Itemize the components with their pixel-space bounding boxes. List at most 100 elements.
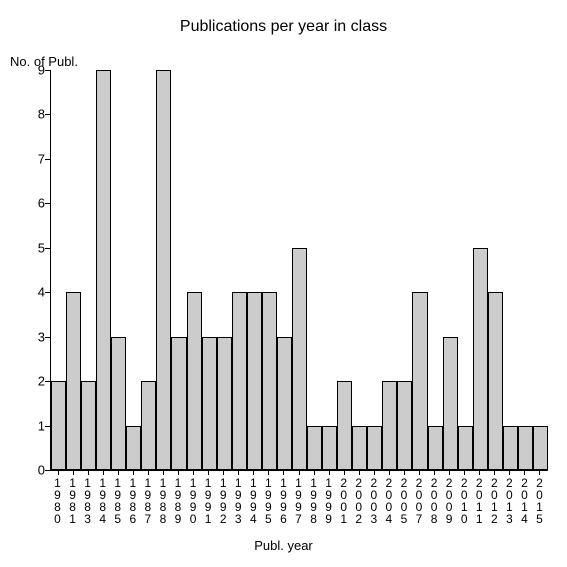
x-tick-label: 1992 [217, 476, 229, 524]
x-tick-mark [374, 470, 375, 475]
x-tick-label: 1998 [308, 476, 320, 524]
x-tick-mark [148, 470, 149, 475]
bar [292, 248, 307, 470]
x-tick-mark [73, 470, 74, 475]
x-tick-mark [344, 470, 345, 475]
bar [503, 426, 518, 470]
bar [443, 337, 458, 470]
bar [307, 426, 322, 470]
bar [81, 381, 96, 470]
x-tick-label: 1991 [202, 476, 214, 524]
x-tick-mark [223, 470, 224, 475]
x-tick-mark [404, 470, 405, 475]
chart-container: Publications per year in class No. of Pu… [0, 0, 567, 567]
x-tick-label: 2004 [383, 476, 395, 524]
bar [156, 70, 171, 470]
y-tick-mark [45, 203, 50, 204]
bar [533, 426, 548, 470]
x-tick-mark [464, 470, 465, 475]
x-tick-mark [479, 470, 480, 475]
bar [458, 426, 473, 470]
y-tick-label: 5 [38, 240, 45, 255]
bar [51, 381, 66, 470]
bar [428, 426, 443, 470]
bar [322, 426, 337, 470]
y-tick-mark [45, 292, 50, 293]
y-tick-mark [45, 470, 50, 471]
bar [66, 292, 81, 470]
x-tick-mark [539, 470, 540, 475]
bar [397, 381, 412, 470]
x-tick-mark [88, 470, 89, 475]
x-tick-label: 2015 [533, 476, 545, 524]
bar [367, 426, 382, 470]
x-tick-label: 1996 [277, 476, 289, 524]
bar [382, 381, 397, 470]
bar [111, 337, 126, 470]
bar [126, 426, 141, 470]
y-tick-mark [45, 426, 50, 427]
x-tick-label: 1994 [247, 476, 259, 524]
x-tick-label: 1987 [142, 476, 154, 524]
x-tick-mark [118, 470, 119, 475]
y-tick-mark [45, 381, 50, 382]
x-tick-mark [238, 470, 239, 475]
x-tick-mark [449, 470, 450, 475]
x-tick-mark [494, 470, 495, 475]
x-tick-mark [434, 470, 435, 475]
x-tick-mark [329, 470, 330, 475]
x-tick-label: 2012 [488, 476, 500, 524]
x-tick-label: 1988 [157, 476, 169, 524]
x-tick-mark [419, 470, 420, 475]
y-tick-label: 9 [38, 63, 45, 78]
y-tick-label: 1 [38, 418, 45, 433]
x-tick-mark [58, 470, 59, 475]
x-tick-mark [268, 470, 269, 475]
bar [337, 381, 352, 470]
x-tick-mark [283, 470, 284, 475]
x-tick-label: 2005 [398, 476, 410, 524]
y-tick-label: 4 [38, 285, 45, 300]
bar [202, 337, 217, 470]
y-tick-mark [45, 70, 50, 71]
bar [187, 292, 202, 470]
bar [232, 292, 247, 470]
bar [277, 337, 292, 470]
y-tick-mark [45, 248, 50, 249]
bar [412, 292, 427, 470]
x-tick-label: 1981 [67, 476, 79, 524]
x-tick-label: 1999 [323, 476, 335, 524]
y-tick-mark [45, 337, 50, 338]
x-axis-label: Publ. year [0, 538, 567, 553]
x-tick-label: 2003 [368, 476, 380, 524]
bar [488, 292, 503, 470]
bar [473, 248, 488, 470]
x-tick-label: 1990 [187, 476, 199, 524]
x-tick-label: 1985 [112, 476, 124, 524]
bar [141, 381, 156, 470]
chart-title: Publications per year in class [0, 18, 567, 36]
x-tick-mark [359, 470, 360, 475]
x-tick-label: 1983 [82, 476, 94, 524]
bar [217, 337, 232, 470]
y-tick-mark [45, 114, 50, 115]
x-tick-label: 2007 [413, 476, 425, 524]
bar [171, 337, 186, 470]
x-tick-mark [193, 470, 194, 475]
y-tick-label: 2 [38, 374, 45, 389]
x-tick-label: 1993 [232, 476, 244, 524]
y-tick-label: 7 [38, 151, 45, 166]
x-tick-label: 2002 [353, 476, 365, 524]
x-tick-mark [299, 470, 300, 475]
x-tick-label: 1980 [52, 476, 64, 524]
y-tick-label: 6 [38, 196, 45, 211]
x-tick-label: 2011 [473, 476, 485, 524]
x-tick-mark [524, 470, 525, 475]
x-tick-mark [314, 470, 315, 475]
x-tick-label: 1989 [172, 476, 184, 524]
x-tick-mark [133, 470, 134, 475]
y-tick-label: 3 [38, 329, 45, 344]
x-tick-label: 1997 [293, 476, 305, 524]
x-tick-label: 2009 [443, 476, 455, 524]
x-tick-label: 2014 [518, 476, 530, 524]
